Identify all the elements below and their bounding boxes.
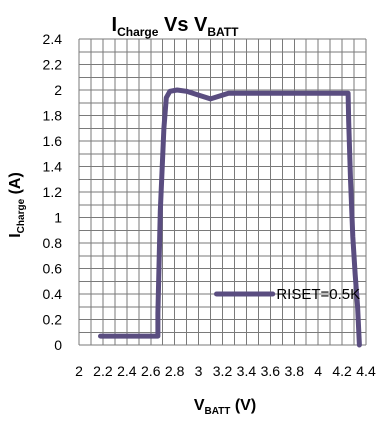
chart-title-main-2: V <box>194 14 208 36</box>
y-axis-label: ICharge (A) <box>7 172 27 238</box>
legend-label: RISET=0.5K <box>276 286 360 303</box>
y-tick-label: 0.8 <box>43 235 63 251</box>
y-tick-label: 2.4 <box>43 31 63 47</box>
legend-layer: RISET=0.5K <box>214 286 360 303</box>
y-tick-label: 1.8 <box>43 108 63 124</box>
x-tick-label: 3.2 <box>213 363 233 379</box>
x-tick-label: 4.2 <box>332 363 352 379</box>
x-tick-label: 4 <box>314 363 322 379</box>
chart-title-main-1: I <box>112 14 118 36</box>
y-tick-label: 0.2 <box>43 312 63 328</box>
x-tick-label: 3 <box>195 363 203 379</box>
y-tick-label: 2.2 <box>43 57 63 73</box>
series-layer <box>98 87 362 348</box>
tick-layer: 00.20.40.60.811.21.41.61.822.22.42 2.2 2.4… <box>43 31 376 379</box>
y-tick-label: 1.4 <box>43 159 63 175</box>
chart-title-sub-2: BATT <box>207 25 239 39</box>
x-axis-label-sub: BATT <box>204 406 230 417</box>
y-tick-label: 1.6 <box>43 133 63 149</box>
x-tick-label: 2 <box>75 363 83 379</box>
y-tick-label: 0 <box>54 337 62 353</box>
y-tick-label: 0.6 <box>43 261 63 277</box>
x-tick-label: 3.8 <box>285 363 305 379</box>
y-tick-label: 1.2 <box>43 184 63 200</box>
x-tick-label: 2.4 <box>117 363 137 379</box>
x-tick-label: 4.4 <box>356 363 376 379</box>
y-tick-label: 2 <box>54 82 62 98</box>
x-tick-label: 3.6 <box>261 363 281 379</box>
y-axis-label-unit: (A) <box>7 172 24 199</box>
chart-title-middle: Vs <box>158 14 194 36</box>
y-axis-label-main: I <box>7 233 24 237</box>
x-tick-label: 2.6 <box>141 363 161 379</box>
series-line-riset-0-5k <box>98 87 362 348</box>
x-tick-label: 2.2 <box>93 363 113 379</box>
x-tick-label: 3.4 <box>237 363 257 379</box>
chart-title: ICharge Vs VBATT <box>112 14 240 39</box>
x-axis-label-unit: (V) <box>230 397 256 414</box>
chart-title-sub-1: Charge <box>117 25 159 39</box>
x-axis-label-main: V <box>194 397 205 414</box>
y-tick-label: 1 <box>54 210 62 226</box>
y-axis-label-sub: Charge <box>16 198 27 233</box>
x-axis-label: VBATT (V) <box>194 397 256 417</box>
y-tick-label: 0.4 <box>43 286 63 302</box>
x-tick-label: 2.8 <box>165 363 185 379</box>
